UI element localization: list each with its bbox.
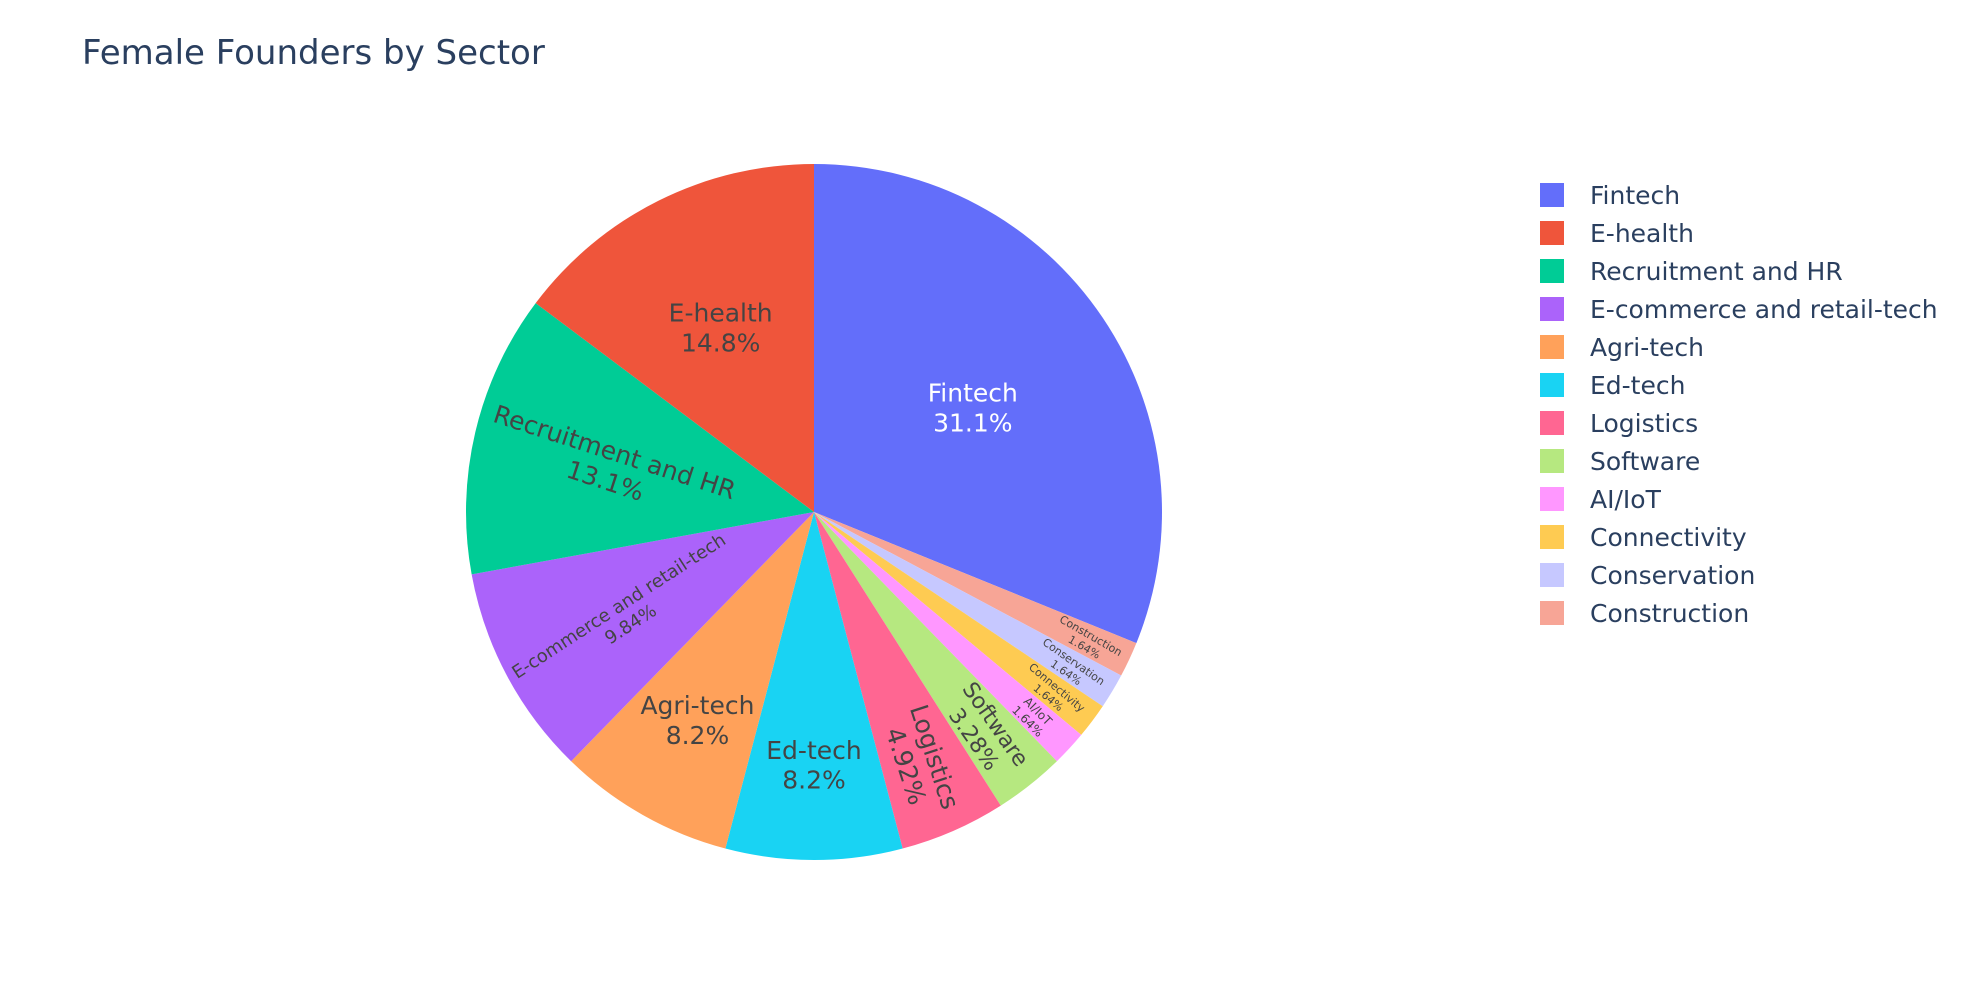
legend-label: Conservation (1590, 561, 1755, 590)
legend-item-recruitment-and-hr[interactable]: Recruitment and HR (1540, 257, 1843, 286)
legend-swatch (1540, 487, 1564, 511)
slice-label-percent: 8.2% (666, 721, 730, 750)
legend-swatch (1540, 259, 1564, 283)
slice-label-percent: 8.2% (782, 766, 846, 795)
legend-swatch (1540, 335, 1564, 359)
slice-label-agri-tech: Agri-tech 8.2% (640, 691, 754, 750)
pie-slice-recruitment-and-hr[interactable] (466, 303, 814, 575)
legend-item-connectivity[interactable]: Connectivity (1540, 523, 1747, 552)
pie-slice-e-health[interactable] (535, 164, 814, 512)
legend-swatch (1540, 411, 1564, 435)
slice-label-name: Ed-tech (766, 736, 861, 765)
legend-swatch (1540, 525, 1564, 549)
slice-label-name: Agri-tech (640, 691, 754, 720)
legend-label: Ed-tech (1590, 371, 1685, 400)
slice-label-fintech: Fintech 31.1% (928, 378, 1018, 437)
pie-slice-fintech[interactable] (814, 164, 1162, 644)
legend-item-fintech[interactable]: Fintech (1540, 181, 1680, 210)
legend-label: Agri-tech (1590, 333, 1704, 362)
legend-swatch (1540, 183, 1564, 207)
legend-label: Fintech (1590, 181, 1680, 210)
legend: Fintech E-health Recruitment and HR E-comme… (1540, 181, 1938, 628)
legend-item-e-health[interactable]: E-health (1540, 219, 1694, 248)
legend-label: Logistics (1590, 409, 1698, 438)
pie-slice-connectivity[interactable] (814, 512, 1103, 735)
legend-swatch (1540, 373, 1564, 397)
pie-slice-construction[interactable] (814, 512, 1137, 676)
legend-item-construction[interactable]: Construction (1540, 599, 1749, 628)
legend-item-software[interactable]: Software (1540, 447, 1700, 476)
legend-swatch (1540, 601, 1564, 625)
legend-item-logistics[interactable]: Logistics (1540, 409, 1698, 438)
legend-label: Construction (1590, 599, 1749, 628)
legend-label: E-health (1590, 219, 1694, 248)
pie-slices (466, 164, 1162, 861)
slice-label-ed-tech: Ed-tech 8.2% (766, 736, 861, 795)
pie-slice-logistics[interactable] (814, 512, 1001, 849)
legend-label: E-commerce and retail-tech (1590, 295, 1938, 324)
legend-swatch (1540, 563, 1564, 587)
legend-item-agri-tech[interactable]: Agri-tech (1540, 333, 1704, 362)
slice-label-e-health: E-health 14.8% (669, 298, 773, 357)
legend-item-conservation[interactable]: Conservation (1540, 561, 1755, 590)
pie-slice-e-commerce-and-retail-tech[interactable] (471, 512, 814, 762)
slice-label-name: E-health (669, 298, 773, 327)
pie-slice-software[interactable] (814, 512, 1057, 806)
legend-item-ai-iot[interactable]: AI/IoT (1540, 485, 1662, 514)
chart-title: Female Founders by Sector (82, 33, 545, 73)
pie-slice-ai-iot[interactable] (814, 512, 1082, 762)
slice-label-percent: 14.8% (681, 328, 760, 357)
legend-label: Recruitment and HR (1590, 257, 1843, 286)
pie-slice-ed-tech[interactable] (725, 512, 903, 861)
legend-swatch (1540, 221, 1564, 245)
legend-label: Connectivity (1590, 523, 1747, 552)
legend-item-e-commerce-and-retail-tech[interactable]: E-commerce and retail-tech (1540, 295, 1938, 324)
legend-item-ed-tech[interactable]: Ed-tech (1540, 371, 1685, 400)
legend-swatch (1540, 297, 1564, 321)
legend-label: Software (1590, 447, 1700, 476)
legend-swatch (1540, 449, 1564, 473)
pie-slice-agri-tech[interactable] (571, 512, 814, 849)
slice-label-percent: 31.1% (933, 408, 1012, 437)
pie-slice-conservation[interactable] (814, 512, 1122, 707)
slice-label-name: Fintech (928, 378, 1018, 407)
legend-label: AI/IoT (1590, 485, 1662, 514)
